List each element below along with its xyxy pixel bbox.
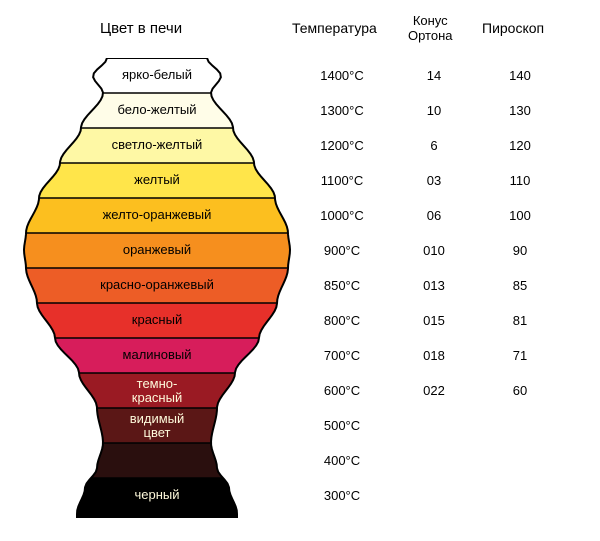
data-columns: 1400°C 14 140 1300°C 10 130 1200°C 6 120 1100°C 03…: [0, 58, 600, 518]
cell-temperature: 1400°C: [307, 68, 377, 83]
header-pyroscope: Пироскоп: [482, 20, 544, 36]
cell-pyroscope: 100: [500, 208, 540, 223]
data-row: 800°C 015 81: [0, 303, 600, 338]
cell-temperature: 1000°C: [307, 208, 377, 223]
cell-cone: 14: [414, 68, 454, 83]
data-row: 850°C 013 85: [0, 268, 600, 303]
cell-cone: 013: [414, 278, 454, 293]
data-row: 600°C 022 60: [0, 373, 600, 408]
cell-cone: 03: [414, 173, 454, 188]
data-row: 300°C: [0, 478, 600, 513]
kiln-color-chart: Цвет в печи Температура Конус Ортона Пир…: [0, 0, 600, 541]
data-row: 1200°C 6 120: [0, 128, 600, 163]
cell-temperature: 800°C: [307, 313, 377, 328]
cell-temperature: 900°C: [307, 243, 377, 258]
data-row: 500°C: [0, 408, 600, 443]
cell-temperature: 700°C: [307, 348, 377, 363]
header-temperature: Температура: [292, 20, 377, 36]
cell-pyroscope: 71: [500, 348, 540, 363]
cell-temperature: 850°C: [307, 278, 377, 293]
cell-pyroscope: 90: [500, 243, 540, 258]
data-row: 900°C 010 90: [0, 233, 600, 268]
header-cone: Конус Ортона: [408, 14, 453, 44]
cell-cone: 018: [414, 348, 454, 363]
cell-temperature: 500°C: [307, 418, 377, 433]
cell-cone: 022: [414, 383, 454, 398]
cell-pyroscope: 85: [500, 278, 540, 293]
data-row: 1100°C 03 110: [0, 163, 600, 198]
cell-temperature: 300°C: [307, 488, 377, 503]
cell-cone: 06: [414, 208, 454, 223]
cell-cone: 6: [414, 138, 454, 153]
cell-temperature: 400°C: [307, 453, 377, 468]
cell-cone: 10: [414, 103, 454, 118]
cell-pyroscope: 140: [500, 68, 540, 83]
data-row: 700°C 018 71: [0, 338, 600, 373]
cell-temperature: 1200°C: [307, 138, 377, 153]
data-row: 400°C: [0, 443, 600, 478]
cell-pyroscope: 81: [500, 313, 540, 328]
header-color: Цвет в печи: [100, 20, 182, 37]
data-row: 1300°C 10 130: [0, 93, 600, 128]
cell-cone: 010: [414, 243, 454, 258]
cell-temperature: 600°C: [307, 383, 377, 398]
cell-pyroscope: 60: [500, 383, 540, 398]
cell-temperature: 1300°C: [307, 103, 377, 118]
cell-pyroscope: 120: [500, 138, 540, 153]
cell-pyroscope: 130: [500, 103, 540, 118]
cell-temperature: 1100°C: [307, 173, 377, 188]
cell-cone: 015: [414, 313, 454, 328]
data-row: 1000°C 06 100: [0, 198, 600, 233]
data-row: 1400°C 14 140: [0, 58, 600, 93]
cell-pyroscope: 110: [500, 173, 540, 188]
